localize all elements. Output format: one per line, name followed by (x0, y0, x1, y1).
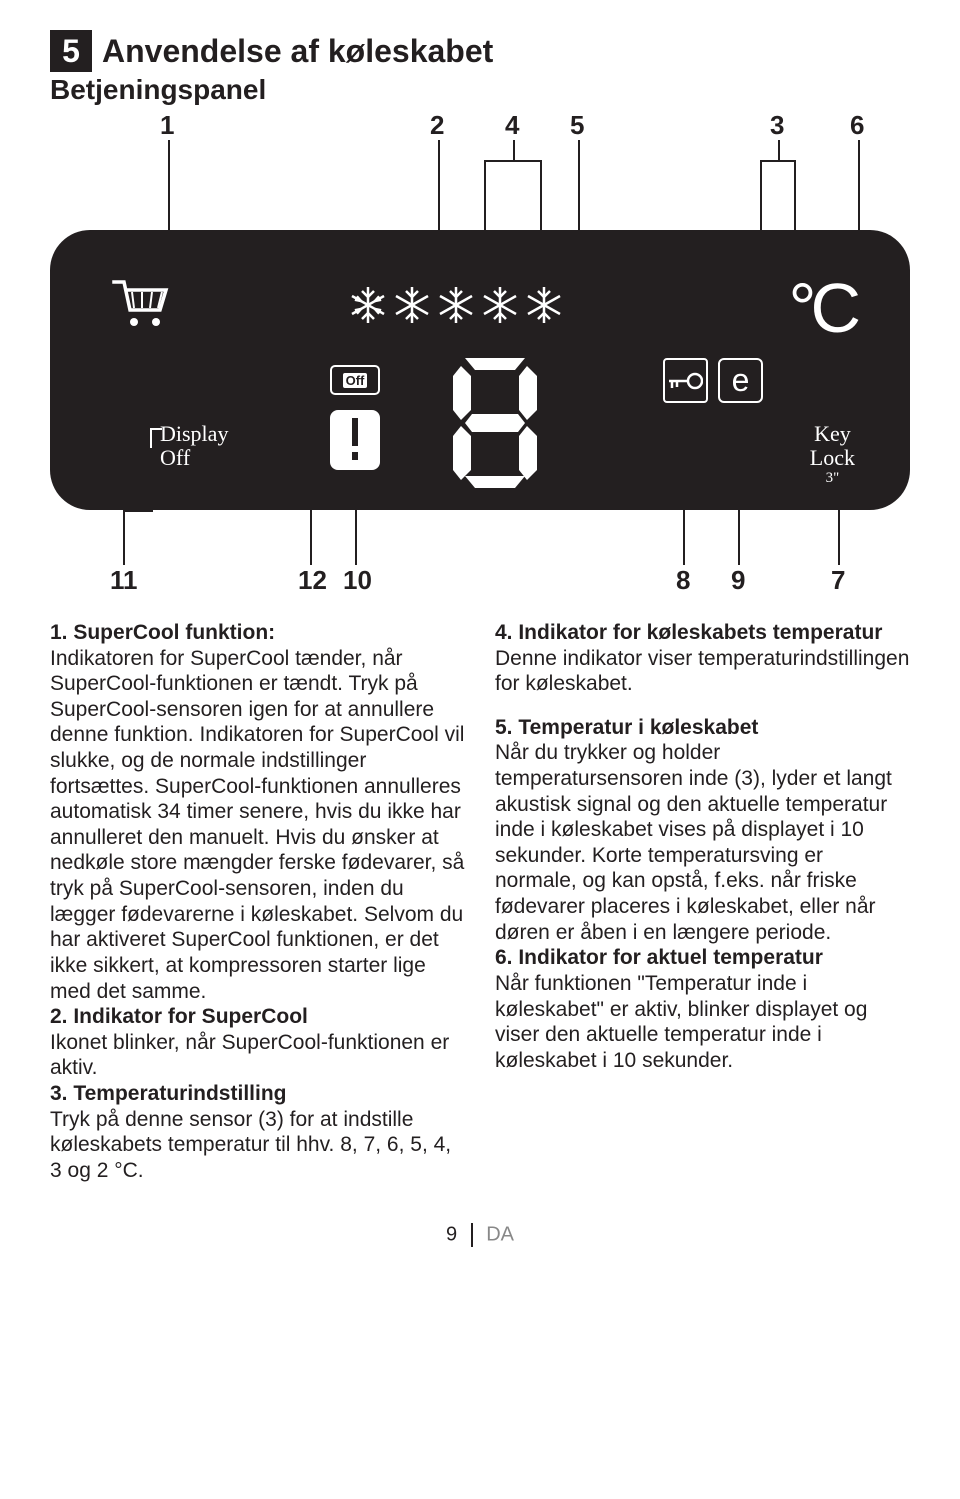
p-2: Ikonet blinker, når SuperCool-funktionen… (50, 1030, 465, 1081)
key-icon (669, 371, 703, 391)
language-code: DA (486, 1224, 514, 1246)
callout-5: 5 (570, 110, 584, 141)
body-columns: 1. SuperCool funktion: Indikatoren for S… (50, 620, 910, 1183)
degree-celsius-icon: °C (788, 268, 855, 348)
h-4: 4. Indikator for køleskabets temperatur (495, 621, 882, 644)
p-6: Når funktionen "Temperatur inde i kølesk… (495, 971, 910, 1073)
callout-1: 1 (160, 110, 174, 141)
h-6: 6. Indikator for aktuel temperatur (495, 946, 823, 969)
h-2: 2. Indikator for SuperCool (50, 1005, 308, 1028)
seven-segment-display (450, 358, 540, 488)
control-panel-diagram: 1 2 4 5 3 6 (50, 110, 910, 590)
p-5: Når du trykker og holder temperatursenso… (495, 740, 910, 945)
alert-button-icon (330, 410, 380, 470)
callout-4: 4 (505, 110, 519, 141)
snowflake-icon (392, 285, 432, 325)
p-1: Indikatoren for SuperCool tænder, når Su… (50, 646, 465, 1005)
control-panel: °C Display Off Off (50, 230, 910, 510)
snowflake-icon (480, 285, 520, 325)
callout-3: 3 (770, 110, 784, 141)
h-1: 1. SuperCool funktion: (50, 621, 275, 644)
off-indicator-box: Off (330, 365, 380, 395)
callout-9: 9 (731, 565, 745, 596)
callout-8: 8 (676, 565, 690, 596)
p-3: Tryk på denne sensor (3) for at indstill… (50, 1107, 465, 1184)
subsection-heading: Betjeningspanel (50, 74, 910, 106)
h-5: 5. Temperatur i køleskabet (495, 716, 758, 739)
section-number-box: 5 (50, 30, 92, 72)
callout-10: 10 (343, 565, 372, 596)
section-heading: Anvendelse af køleskabet (102, 33, 493, 70)
display-off-label: Display Off (160, 422, 228, 470)
page-footer: 9 DA (50, 1223, 910, 1247)
snowflake-row (348, 285, 564, 325)
eco-icon-box: e (718, 358, 763, 403)
column-left: 1. SuperCool funktion: Indikatoren for S… (50, 620, 465, 1183)
snowflake-icon (348, 285, 388, 325)
callout-7: 7 (831, 565, 845, 596)
page-number: 9 (446, 1224, 457, 1246)
key-icon-box (663, 358, 708, 403)
callout-2: 2 (430, 110, 444, 141)
callout-6: 6 (850, 110, 864, 141)
snowflake-icon (436, 285, 476, 325)
callout-11: 11 (110, 565, 138, 596)
key-lock-label: Key Lock 3" (810, 422, 855, 487)
shopping-cart-icon (112, 280, 172, 330)
callout-12: 12 (298, 565, 327, 596)
h-3: 3. Temperaturindstilling (50, 1082, 286, 1105)
p-4: Denne indikator viser temperaturindstill… (495, 646, 910, 697)
column-right: 4. Indikator for køleskabets temperatur … (495, 620, 910, 1183)
snowflake-icon (524, 285, 564, 325)
